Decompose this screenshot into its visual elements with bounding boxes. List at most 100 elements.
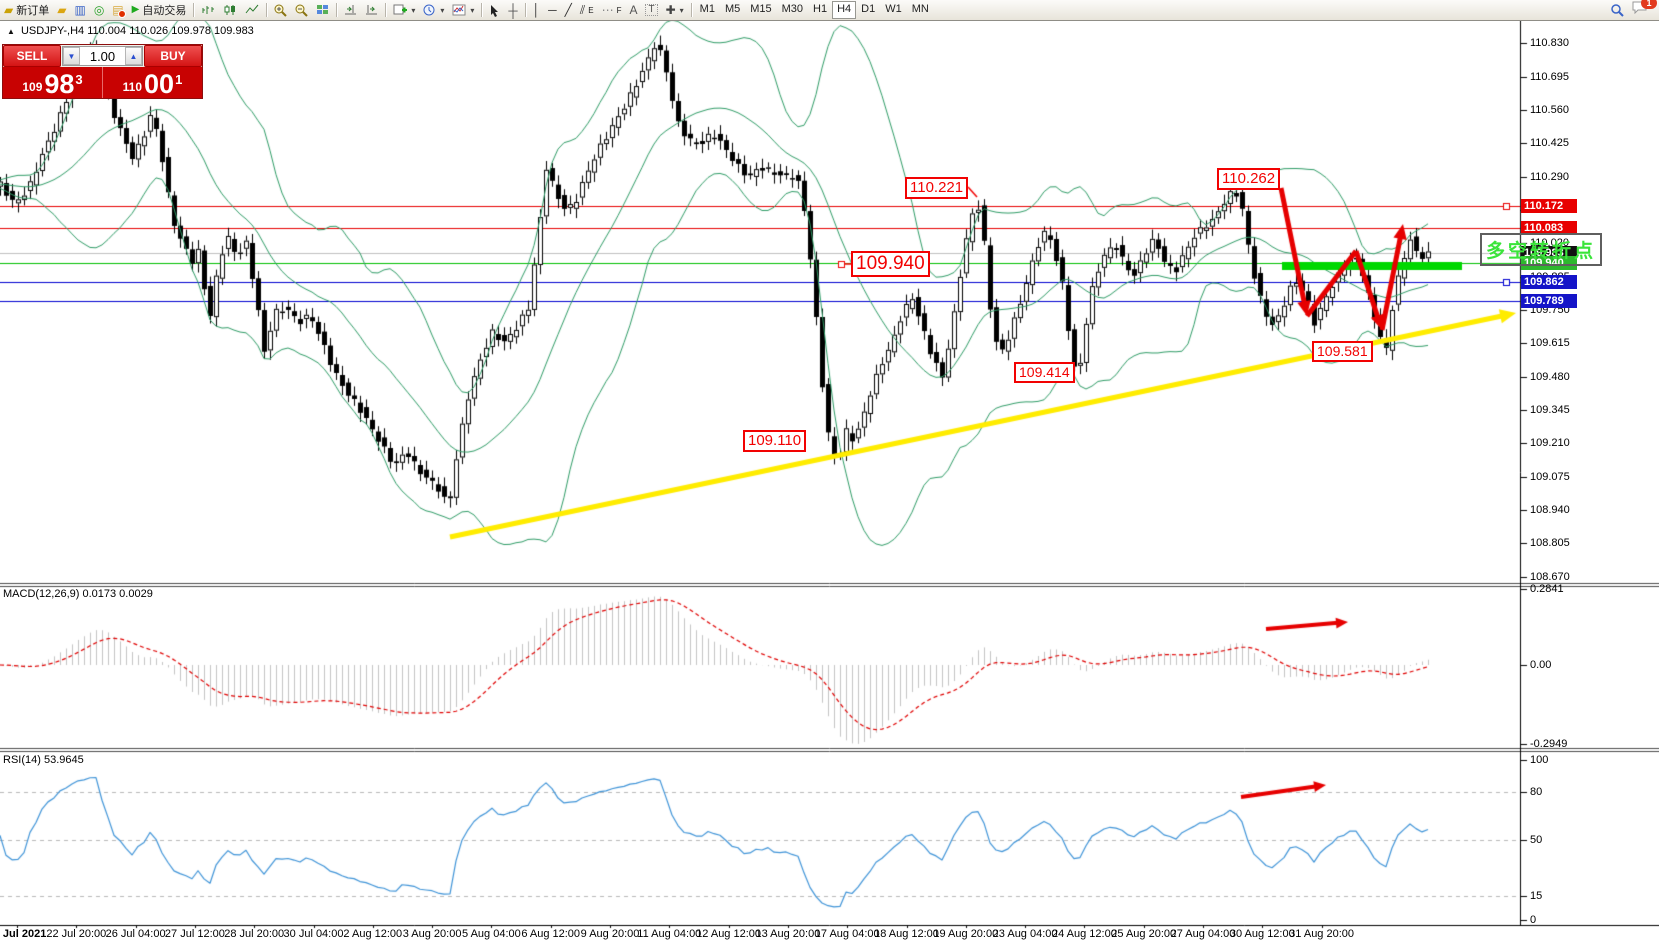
fibonacci-button[interactable]: ⋯ F (601, 3, 622, 17)
time-axis-label: 24 Aug 12:00 (1051, 928, 1117, 940)
time-axis-label: 2 Aug 12:00 (343, 928, 403, 940)
main-toolbar: ▰ 新订单 ▰ ▥ ◎ ▤ ▶ 自动交易 ▾ ▾ ▾ ┼ │ ─ ╱ ⫽ E ⋯ F… (0, 0, 1659, 21)
price-badge: 110.083 (1521, 220, 1577, 235)
bid-prefix: 109 (22, 80, 43, 94)
buy-button[interactable]: BUY (144, 45, 202, 67)
timeframe-group: M1 M5 M15 M30 H1 H4 D1 W1 MN (695, 1, 934, 19)
bid-price[interactable]: 109 98 3 (3, 67, 103, 98)
ask-prefix: 110 (122, 80, 143, 94)
time-axis-label: 12 Aug 12:00 (696, 928, 762, 940)
rsi-axis-tick: 0 (1530, 914, 1537, 926)
price-axis-tick: 110.560 (1530, 104, 1569, 117)
candlestick-chart-button[interactable] (219, 1, 241, 19)
tile-windows-button[interactable] (312, 1, 333, 19)
time-axis-label: 27 Jul 12:00 (164, 928, 225, 940)
vertical-line-button[interactable]: │ (532, 3, 541, 17)
market-icon[interactable]: ▤ (112, 2, 126, 18)
timeframe-M30[interactable]: M30 (781, 3, 804, 15)
price-annotation-label[interactable]: 110.262 (1217, 168, 1281, 190)
price-badge: 109.862 (1521, 275, 1577, 290)
time-axis-label: 9 Aug 20:00 (580, 928, 640, 940)
community-icon[interactable]: ▥ (74, 3, 86, 17)
price-annotation-label[interactable]: 109.110 (743, 430, 807, 452)
chart-shift-button[interactable] (340, 1, 361, 19)
sell-button[interactable]: SELL (3, 45, 61, 67)
line-chart-button[interactable] (241, 1, 263, 19)
market-dot-icon (117, 9, 126, 18)
ask-price[interactable]: 110 00 1 (103, 67, 202, 98)
time-axis-label: 5 Aug 04:00 (462, 928, 521, 940)
text-button[interactable]: A (629, 3, 638, 17)
timeframe-H4[interactable]: H4 (832, 1, 857, 19)
bar-chart-button[interactable] (197, 1, 219, 19)
crosshair-button[interactable]: ┼ (508, 2, 518, 18)
macd-label: MACD(12,26,9) 0.0173 0.0029 (3, 588, 153, 600)
new-chart-button[interactable]: ▾ (389, 1, 419, 19)
zoom-in-button[interactable] (270, 1, 291, 19)
trendline-button[interactable]: ╱ (564, 3, 572, 17)
price-axis-tick: 110.290 (1530, 170, 1569, 183)
time-axis-label: 30 Jul 04:00 (283, 928, 344, 940)
price-axis-tick: 109.345 (1530, 404, 1570, 417)
volume-field[interactable]: 1.00 (89, 48, 116, 64)
new-order-button[interactable]: ▰ 新订单 (0, 1, 53, 19)
time-axis-label: 18 Aug 12:00 (874, 928, 939, 940)
search-button[interactable] (1606, 1, 1628, 19)
timeframe-M5[interactable]: M5 (724, 3, 741, 15)
gold-bar-icon[interactable]: ▰ (57, 3, 67, 17)
horizontal-line-button[interactable]: ─ (548, 3, 557, 17)
time-axis-label: 11 Aug 04:00 (637, 928, 702, 940)
toolbar-separator (524, 3, 526, 17)
text-label-button[interactable]: T (641, 1, 661, 19)
price-axis-tick: 109.615 (1530, 337, 1570, 350)
timeframe-W1[interactable]: W1 (885, 3, 902, 15)
time-axis-label: 28 Jul 20:00 (224, 928, 285, 940)
signals-icon[interactable]: ◎ (93, 3, 105, 17)
cursor-button[interactable] (485, 1, 504, 19)
toolbar-separator (385, 3, 387, 17)
price-axis-tick: 110.695 (1530, 70, 1569, 83)
timeframe-MN[interactable]: MN (911, 3, 929, 15)
timeframe-M1[interactable]: M1 (699, 3, 715, 15)
new-order-label: 新订单 (16, 5, 50, 17)
timeframe-H1[interactable]: H1 (813, 3, 828, 15)
timeframe-M15[interactable]: M15 (750, 3, 772, 15)
indicators-button[interactable]: ▾ (448, 1, 478, 19)
equidistant-channel-button[interactable]: ⫽ E (579, 3, 594, 17)
ohlc-values: 110.004 110.026 109.978 109.983 (87, 25, 254, 37)
price-annotation-label[interactable]: 109.940 (851, 251, 930, 277)
price-axis-tick: 108.940 (1530, 504, 1570, 517)
rsi-label: RSI(14) 53.9645 (3, 754, 84, 766)
price-badge: 109.940 (1521, 256, 1577, 271)
time-axis-label: 30 Aug 12:00 (1229, 928, 1295, 940)
arrows-tool-button[interactable]: ✚ ▾ (665, 3, 684, 17)
new-order-icon: ▰ (4, 3, 14, 17)
price-annotation-label[interactable]: 110.221 (905, 177, 969, 199)
price-axis-tick: 110.830 (1530, 37, 1569, 50)
price-axis-tick: 108.805 (1530, 537, 1570, 550)
volume-stepper: ▼ 1.00 ▲ (62, 46, 143, 66)
autotrading-play-icon: ▶ (131, 4, 140, 15)
one-click-collapse-icon[interactable]: ▲ (7, 27, 15, 36)
zoom-out-button[interactable] (291, 1, 312, 19)
autotrading-button[interactable]: ▶ 自动交易 (128, 1, 191, 19)
rsi-axis-tick: 15 (1530, 890, 1543, 902)
price-annotation-label[interactable]: 109.581 (1312, 341, 1373, 362)
auto-scroll-button[interactable] (361, 1, 382, 19)
price-axis-tick: 109.075 (1530, 470, 1570, 483)
toolbar-separator (481, 3, 483, 17)
volume-up-button[interactable]: ▲ (125, 47, 142, 65)
timeframe-D1[interactable]: D1 (861, 3, 876, 15)
time-axis-label: 25 Aug 20:00 (1111, 928, 1177, 940)
price-axis-tick: 109.480 (1530, 370, 1570, 383)
price-annotation-label[interactable]: 109.414 (1014, 362, 1075, 383)
time-axis-label: 31 Aug 20:00 (1289, 928, 1355, 940)
volume-down-button[interactable]: ▼ (63, 47, 80, 65)
chat-button[interactable]: 1 (1628, 0, 1657, 19)
rsi-axis-tick: 80 (1530, 786, 1543, 798)
channel-e-label: E (588, 5, 594, 15)
profiles-button[interactable]: ▾ (419, 1, 448, 19)
turning-point-label[interactable]: 多空转折点 (1480, 233, 1603, 266)
